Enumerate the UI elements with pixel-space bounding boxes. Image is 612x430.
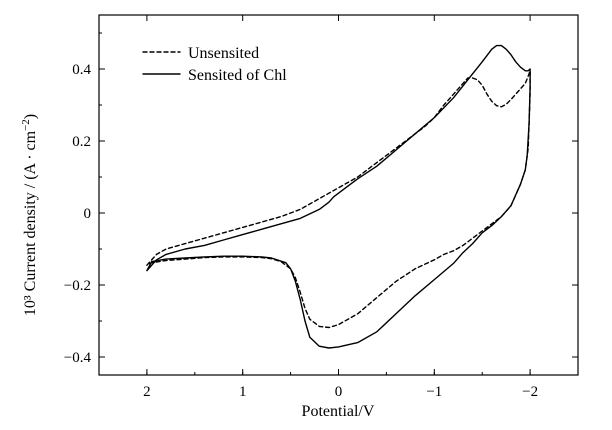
- y-axis-title: 10³ Current density / (A · cm−2): [20, 114, 39, 316]
- series-layer: [146, 44, 531, 349]
- x-tick-label-1: −1: [426, 384, 442, 400]
- x-tick-label-0: 0: [335, 384, 343, 400]
- legend: Unsensited Sensited of Chl: [142, 45, 287, 84]
- y-axis-title-superscript: −2: [20, 119, 32, 131]
- legend-label-sensited-of-chl: Sensited of Chl: [188, 67, 287, 84]
- y-tick-label-0: 0.4: [72, 62, 91, 78]
- x-tick-label-2: 2: [143, 384, 151, 400]
- y-axis-ticks: 0.4 0.2 0 −0.2 −0.4: [64, 32, 578, 366]
- y-axis-title-main: Current density / (A · cm: [22, 130, 39, 291]
- series-line-unsensited: [146, 70, 531, 329]
- y-tick-label-3: −0.2: [64, 278, 91, 294]
- plot-frame: [98, 14, 579, 376]
- x-axis-ticks: 2 1 0 −1 −2: [98, 15, 579, 400]
- legend-label-unsensited: Unsensited: [188, 45, 259, 62]
- y-tick-label-2: 0: [84, 206, 92, 222]
- y-tick-label-4: −0.4: [64, 350, 92, 366]
- series-line-sensited-of-chl: [146, 44, 531, 349]
- y-axis-title-close: ): [22, 114, 39, 119]
- x-tick-label-1: 1: [239, 384, 247, 400]
- y-axis-title-prefix: 10³: [22, 291, 39, 316]
- x-tick-label-2: −2: [522, 384, 538, 400]
- y-tick-label-1: 0.2: [72, 134, 91, 150]
- x-axis-title: Potential/V: [302, 403, 375, 420]
